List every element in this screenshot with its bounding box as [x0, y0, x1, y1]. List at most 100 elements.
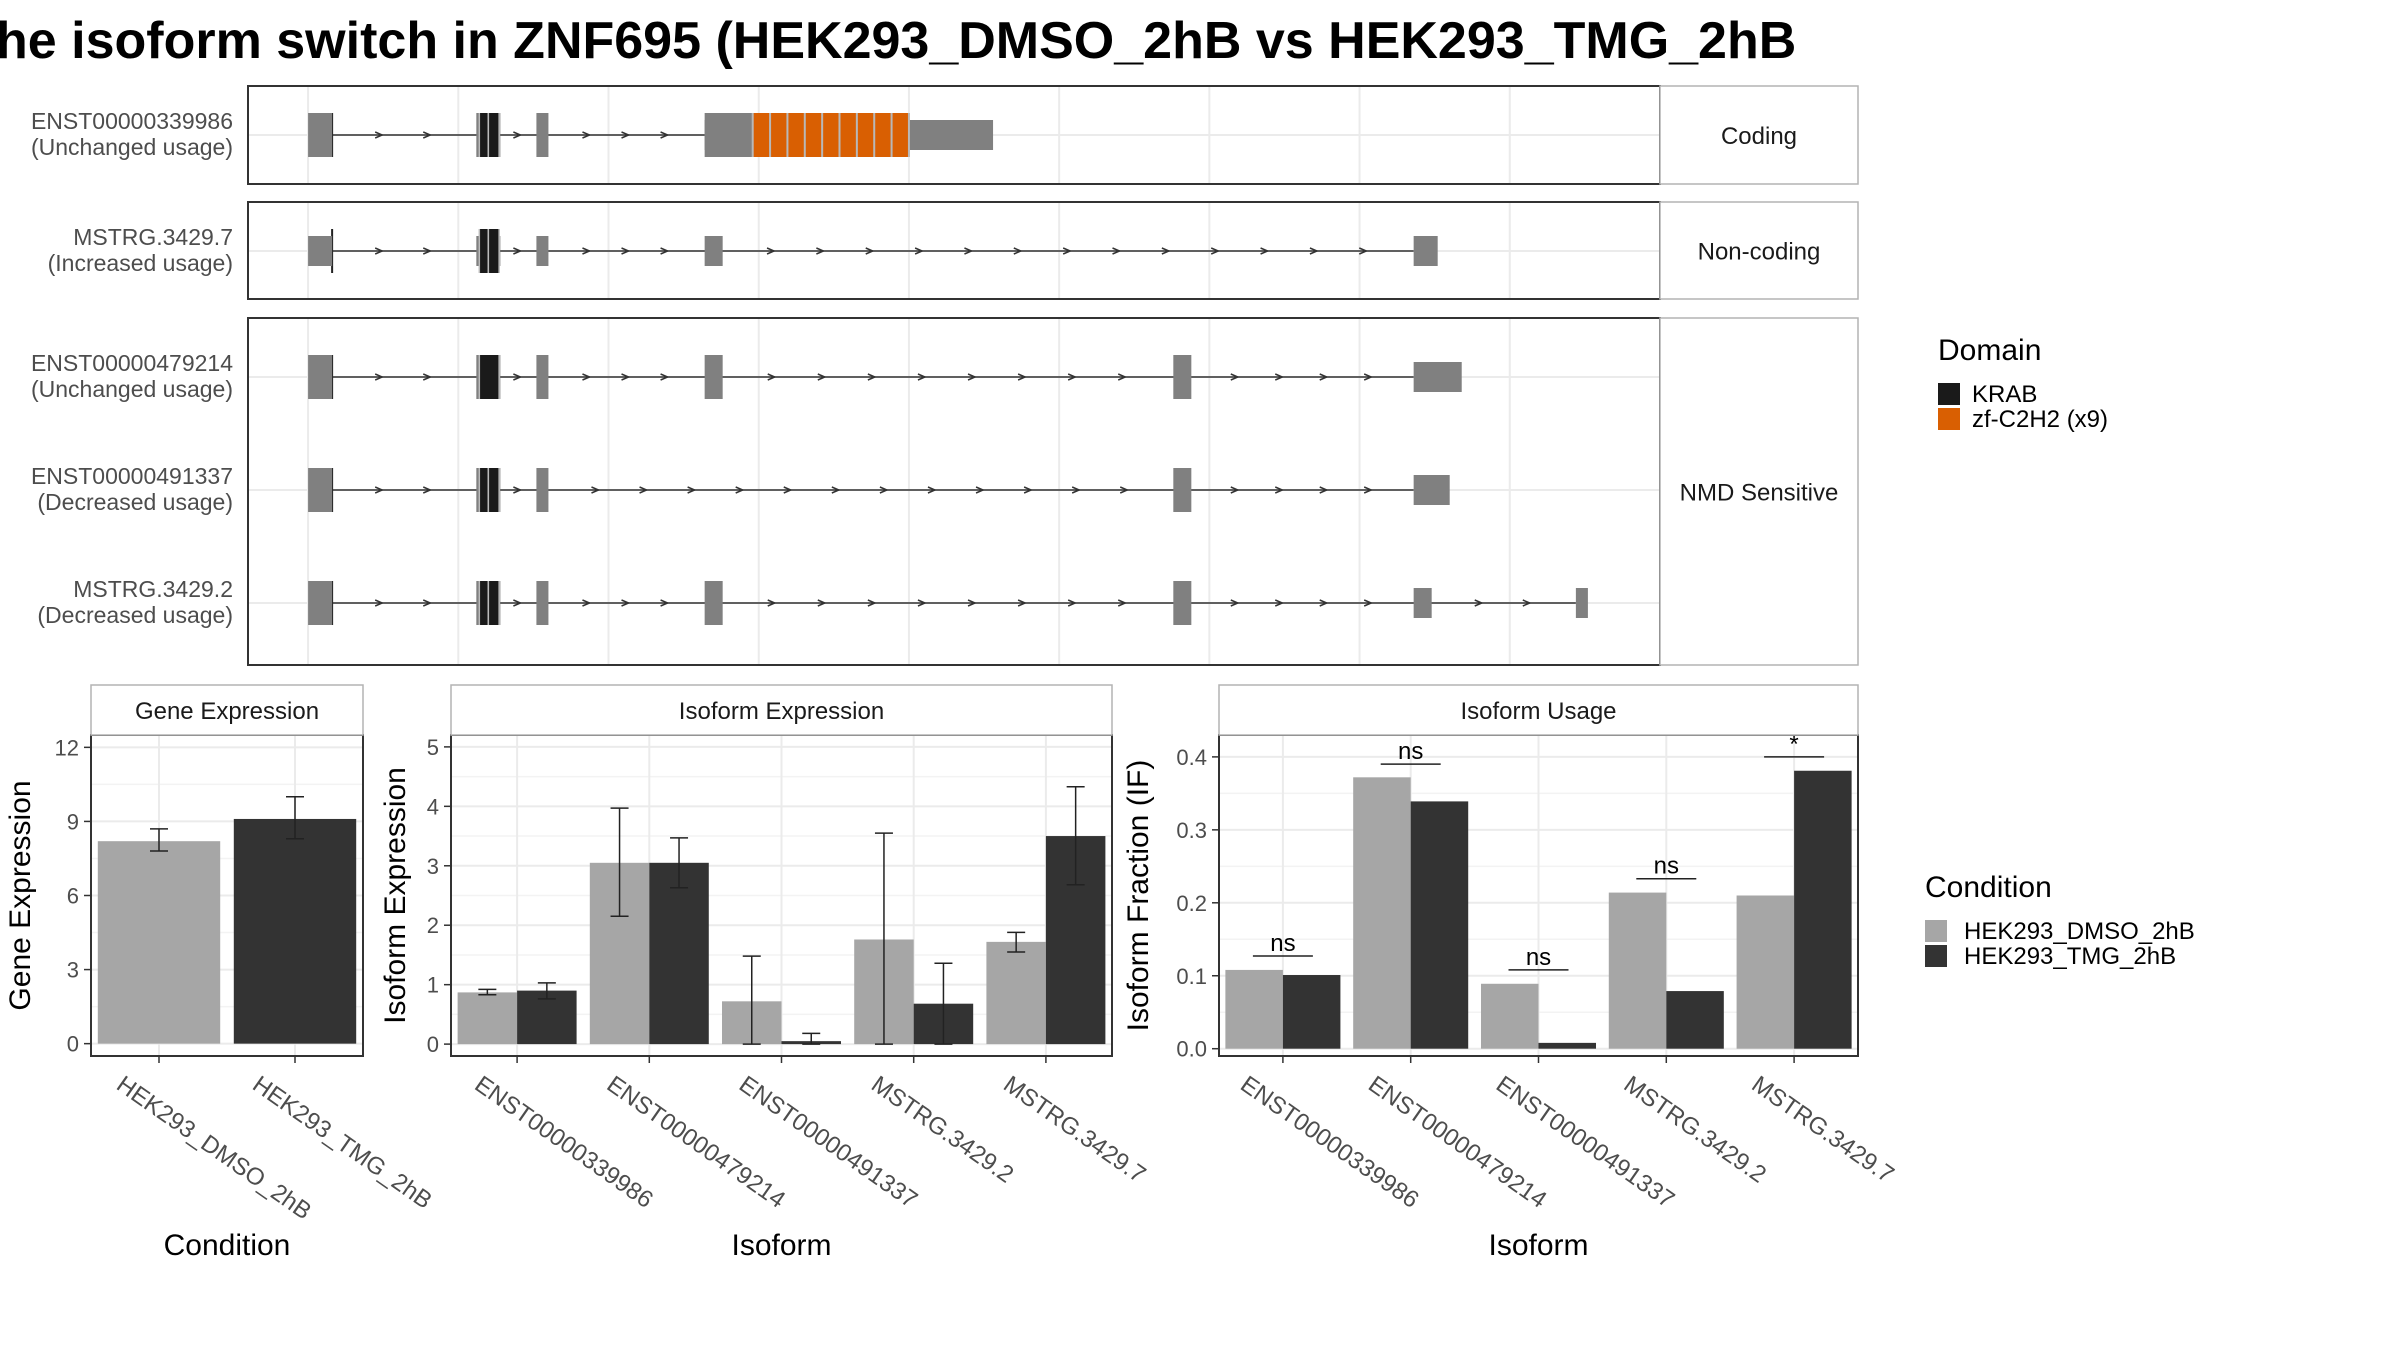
- intron-arrow: [917, 599, 927, 607]
- y-tick-label: 0.3: [1176, 818, 1207, 843]
- transcript-usage-label: (Decreased usage): [37, 489, 233, 515]
- significance-label: *: [1789, 731, 1798, 758]
- significance-label: ns: [1654, 853, 1679, 880]
- error-bar: [610, 807, 629, 918]
- error-bar: [934, 962, 953, 1045]
- intron-arrow: [1230, 486, 1240, 494]
- intron-arrow: [660, 131, 670, 139]
- condition-legend-title: Condition: [1925, 871, 2052, 904]
- intron-arrow: [621, 373, 631, 381]
- intron-arrow: [621, 247, 631, 255]
- protein-domain: [488, 581, 500, 625]
- y-tick-label: 0.4: [1176, 745, 1207, 770]
- exon: [308, 355, 333, 399]
- y-tick-label: 0: [427, 1032, 439, 1057]
- protein-domain: [488, 468, 500, 512]
- intron-arrow: [582, 599, 592, 607]
- intron-arrow: [879, 486, 889, 494]
- exon: [704, 236, 723, 266]
- exon: [1173, 468, 1192, 512]
- intron-arrow: [687, 486, 697, 494]
- intron-arrow: [513, 131, 523, 139]
- exon: [536, 468, 549, 512]
- exon: [704, 581, 723, 625]
- panel-strip: [450, 684, 1113, 736]
- exon: [1575, 588, 1588, 618]
- intron-arrow: [513, 599, 523, 607]
- error-bar: [286, 795, 304, 840]
- error-bar: [478, 988, 497, 996]
- intron-arrow: [513, 486, 523, 494]
- y-tick-label: 5: [427, 735, 439, 760]
- intron-arrow: [374, 373, 385, 381]
- intron-arrow: [591, 486, 601, 494]
- intron-arrow: [867, 373, 877, 381]
- intron-arrow: [621, 131, 631, 139]
- intron-arrow: [660, 373, 670, 381]
- intron-arrow: [767, 599, 777, 607]
- protein-domain: [479, 229, 489, 273]
- intron-arrow: [639, 486, 649, 494]
- intron-arrow: [927, 486, 937, 494]
- y-tick-label: 6: [67, 884, 79, 909]
- intron-arrow: [817, 599, 827, 607]
- y-tick-label: 0.1: [1176, 964, 1207, 989]
- bar: [97, 841, 221, 1044]
- error-bar: [150, 828, 168, 852]
- intron-arrow: [964, 247, 974, 255]
- intron-arrow: [867, 599, 877, 607]
- error-bar: [537, 982, 556, 1000]
- transcript-id-label: MSTRG.3429.7: [73, 224, 233, 250]
- y-axis-title: Gene Expression: [4, 780, 37, 1010]
- y-tick-label: 0.2: [1176, 891, 1207, 916]
- bar: [1538, 1042, 1597, 1049]
- intron-arrow: [374, 131, 385, 139]
- y-tick-label: 4: [427, 794, 439, 819]
- transcript-usage-label: (Unchanged usage): [31, 134, 233, 160]
- transcript-id-label: ENST00000491337: [31, 463, 233, 489]
- intron-arrow: [735, 486, 745, 494]
- intron-arrow: [1210, 247, 1221, 255]
- facet-strip: [1659, 201, 1859, 300]
- intron-arrow: [1363, 599, 1374, 607]
- exon: [704, 355, 723, 399]
- intron-arrow: [967, 599, 977, 607]
- intron-arrow: [1023, 486, 1034, 494]
- intron-arrow: [766, 247, 776, 255]
- intron-arrow: [1522, 599, 1532, 607]
- bar: [649, 862, 709, 1045]
- y-tick-label: 9: [67, 809, 79, 834]
- bar: [986, 941, 1046, 1045]
- error-bar: [874, 832, 893, 1045]
- intron-arrow: [783, 486, 793, 494]
- intron-arrow: [660, 599, 670, 607]
- facet-strip-label: Coding: [1721, 123, 1797, 150]
- intron-arrow: [660, 247, 670, 255]
- facet-strip: [1659, 317, 1859, 666]
- transcript-row: MSTRG.3429.7(Increased usage): [48, 224, 1438, 276]
- bar: [1353, 777, 1411, 1049]
- exon: [308, 113, 333, 157]
- error-bar: [1066, 785, 1085, 886]
- intron-arrow: [1017, 599, 1028, 607]
- transcript-usage-label: (Increased usage): [48, 250, 233, 276]
- intron-arrow: [1062, 247, 1073, 255]
- error-bar: [802, 1032, 821, 1045]
- y-tick-label: 3: [427, 854, 439, 879]
- bar: [233, 818, 357, 1044]
- protein-domain: [479, 113, 489, 157]
- y-tick-label: 3: [67, 958, 79, 983]
- intron-arrow: [1013, 247, 1023, 255]
- panel-strip-label: Isoform Expression: [679, 698, 884, 725]
- intron-arrow: [1067, 373, 1078, 381]
- intron-arrow: [1067, 599, 1078, 607]
- exon: [536, 581, 549, 625]
- transcript-id-label: ENST00000479214: [31, 350, 233, 376]
- significance-label: ns: [1398, 738, 1423, 765]
- intron-arrow: [582, 247, 592, 255]
- intron-arrow: [513, 247, 523, 255]
